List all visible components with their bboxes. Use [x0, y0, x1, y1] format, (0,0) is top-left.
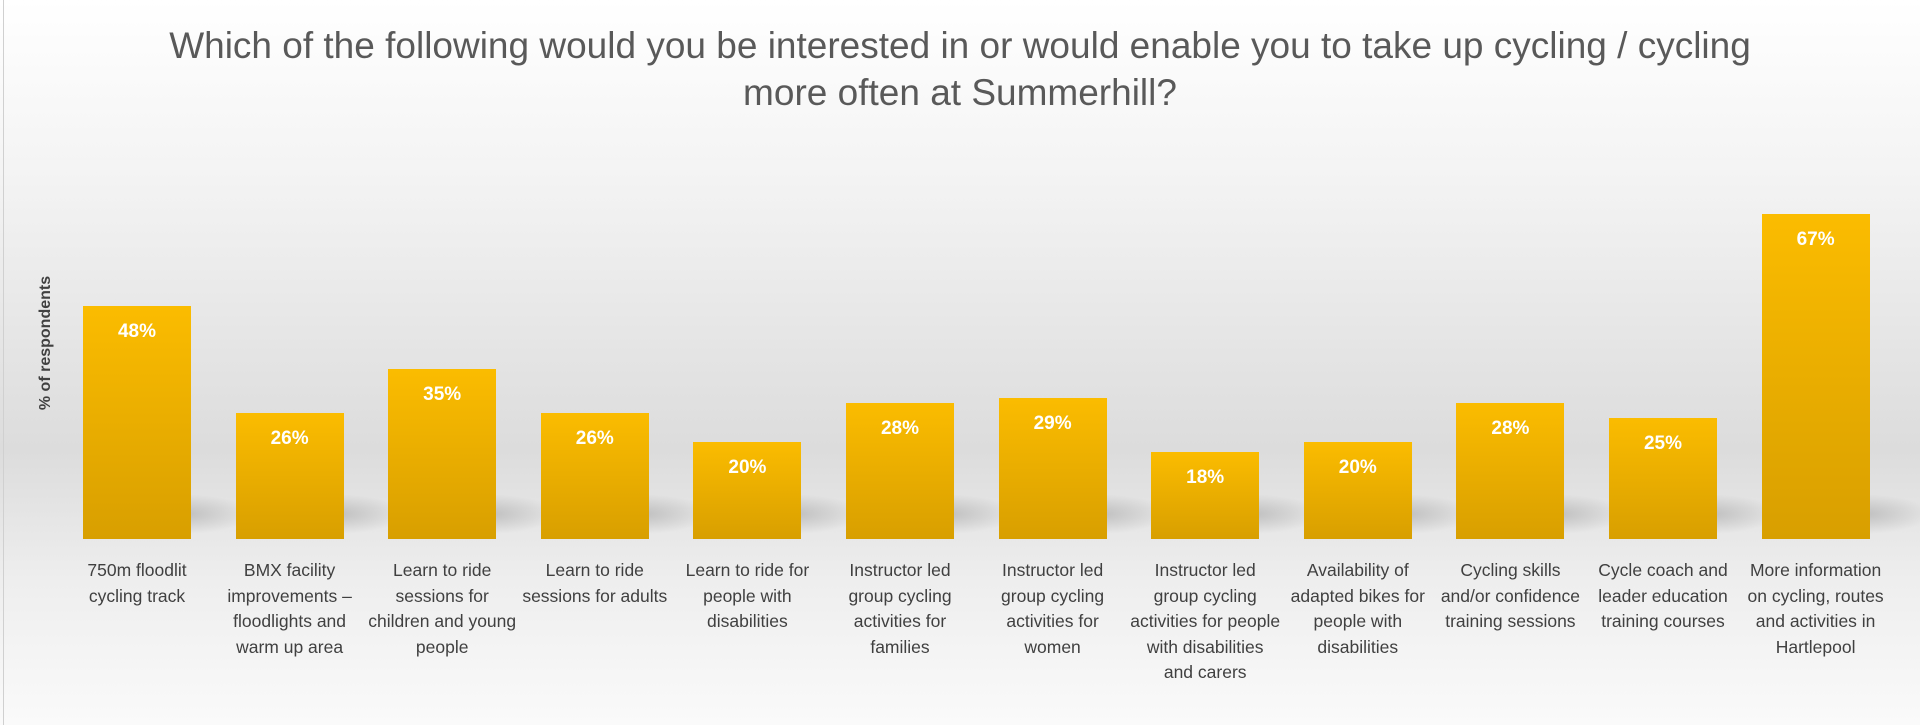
category-label: Cycle coach and leader education trainin… — [1598, 560, 1728, 631]
category-label: Learn to ride for people with disabiliti… — [685, 560, 810, 631]
bar — [1761, 214, 1870, 539]
category-label: Instructor led group cycling activities … — [848, 560, 952, 657]
bar — [1303, 442, 1412, 539]
bar — [846, 403, 954, 539]
data-label: 26% — [575, 427, 614, 449]
category-label: Instructor led group cycling activities … — [1130, 560, 1281, 682]
data-label: 67% — [1796, 229, 1835, 251]
data-label: 29% — [1033, 413, 1072, 435]
category-label: Learn to ride sessions for children and … — [368, 560, 517, 657]
category-label: BMX facility improvements – floodlights … — [227, 560, 352, 657]
data-label: 26% — [270, 427, 309, 449]
bar — [388, 369, 497, 539]
bar — [998, 398, 1107, 539]
data-label: 20% — [1338, 457, 1377, 478]
data-label: 28% — [1491, 418, 1530, 440]
category-label: Cycling skills and/or confidence trainin… — [1440, 560, 1580, 631]
data-label: 25% — [1643, 432, 1683, 454]
data-label: 35% — [423, 384, 462, 406]
category-label: Learn to ride sessions for adults — [522, 560, 668, 606]
data-label: 18% — [1186, 466, 1225, 488]
category-label: More information on cycling, routes and … — [1747, 560, 1884, 657]
bar — [1151, 451, 1260, 539]
chart-title: Which of the following would you be inte… — [169, 25, 1751, 113]
category-label: Instructor led group cycling activities … — [1001, 560, 1105, 657]
bar — [540, 412, 649, 539]
bar — [693, 442, 802, 539]
bar — [235, 412, 344, 539]
bar — [83, 306, 191, 539]
category-label: 750m floodlit cycling track — [87, 560, 187, 606]
chart-border — [3, 0, 4, 725]
data-label: 28% — [880, 418, 920, 440]
category-label: Availability of adapted bikes for people… — [1290, 560, 1425, 657]
data-label: 20% — [728, 457, 767, 478]
bar — [1609, 417, 1717, 539]
bar — [1456, 403, 1565, 539]
data-label: 48% — [117, 321, 157, 343]
